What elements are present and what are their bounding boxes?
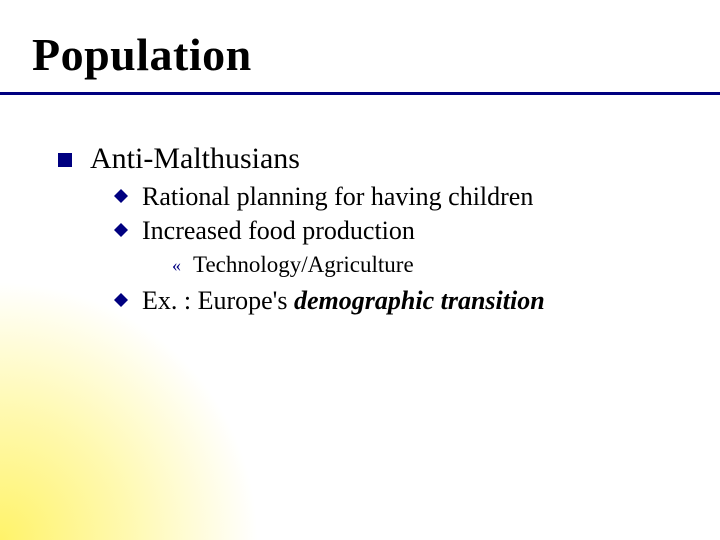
diamond-bullet-icon	[114, 293, 128, 312]
sub-sublist: « Technology/Agriculture	[172, 252, 690, 278]
diamond-bullet-icon	[114, 189, 128, 208]
square-bullet-icon	[58, 153, 72, 167]
list-item-label: Ex. : Europe's demographic transition	[142, 286, 545, 316]
list-item-label: Technology/Agriculture	[193, 252, 414, 278]
list-item: Increased food production	[114, 216, 690, 246]
sublist: Rational planning for having children In…	[114, 182, 690, 316]
list-item: Rational planning for having children	[114, 182, 690, 212]
list-item: « Technology/Agriculture	[172, 252, 690, 278]
list-item-label: Anti-Malthusians	[90, 142, 300, 176]
diamond-bullet-icon	[114, 223, 128, 242]
list-item-label: Rational planning for having children	[142, 182, 533, 212]
title-underline	[0, 92, 720, 95]
list-item: Anti-Malthusians	[58, 142, 690, 176]
chevron-bullet-icon: «	[172, 252, 181, 278]
list-item-text-emphasis: demographic transition	[294, 286, 545, 315]
list-item-label: Increased food production	[142, 216, 415, 246]
list-item: Ex. : Europe's demographic transition	[114, 286, 690, 316]
list-item-text-prefix: Ex. : Europe's	[142, 286, 294, 315]
background-gradient	[0, 280, 260, 540]
content-area: Anti-Malthusians Rational planning for h…	[58, 142, 690, 316]
slide: Population Anti-Malthusians Rational pla…	[0, 0, 720, 540]
slide-title: Population	[32, 28, 252, 81]
